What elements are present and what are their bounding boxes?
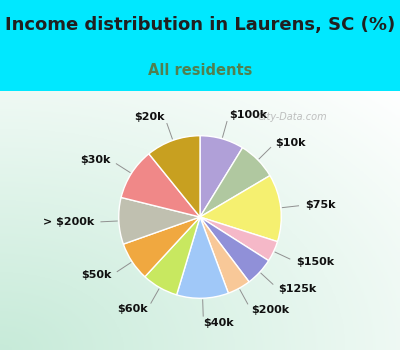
Text: $150k: $150k	[296, 257, 334, 267]
Text: $60k: $60k	[117, 304, 148, 314]
Text: $200k: $200k	[251, 304, 289, 315]
Text: $100k: $100k	[229, 110, 267, 120]
Text: All residents: All residents	[148, 63, 252, 78]
Wedge shape	[123, 217, 200, 277]
Wedge shape	[119, 197, 200, 244]
Text: $125k: $125k	[278, 284, 316, 294]
Wedge shape	[145, 217, 200, 295]
Wedge shape	[200, 217, 278, 261]
Text: $50k: $50k	[82, 270, 112, 280]
Wedge shape	[200, 176, 281, 241]
Wedge shape	[121, 154, 200, 217]
Text: Income distribution in Laurens, SC (%): Income distribution in Laurens, SC (%)	[5, 16, 395, 35]
Wedge shape	[200, 217, 249, 293]
Wedge shape	[200, 148, 270, 217]
Text: $30k: $30k	[80, 155, 111, 165]
Text: $75k: $75k	[305, 200, 336, 210]
Wedge shape	[149, 136, 200, 217]
Text: $40k: $40k	[204, 317, 234, 328]
Wedge shape	[177, 217, 228, 298]
Text: > $200k: > $200k	[43, 217, 94, 227]
Wedge shape	[200, 136, 242, 217]
Text: $20k: $20k	[134, 112, 165, 122]
Wedge shape	[200, 217, 268, 282]
Text: City-Data.com: City-Data.com	[257, 112, 327, 122]
Text: $10k: $10k	[275, 138, 306, 148]
